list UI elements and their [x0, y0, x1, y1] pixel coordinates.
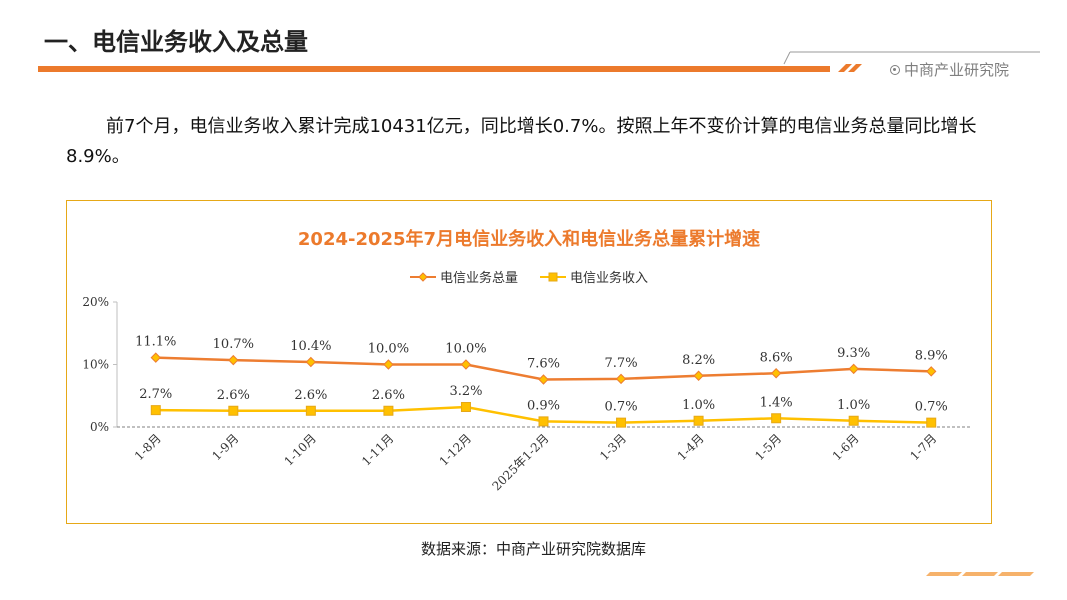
footer-stripe-3	[998, 572, 1034, 576]
footer-stripe-1	[926, 572, 962, 576]
header-stripe-1	[838, 64, 852, 72]
legend-square-line-icon	[540, 272, 566, 281]
header-decoration	[38, 51, 1040, 72]
brand-logo: 中商产业研究院	[889, 59, 1009, 80]
footer-stripe-2	[962, 572, 998, 576]
legend-item-revenue: 电信业务收入	[540, 267, 648, 286]
chart-frame: 2024-2025年7月电信业务收入和电信业务总量累计增速 电信业务总量 电信业…	[66, 200, 992, 524]
header-orange-bar	[38, 66, 830, 72]
chart-legend: 电信业务总量 电信业务收入	[67, 267, 991, 286]
legend-item-total: 电信业务总量	[409, 267, 518, 286]
header-stripe-2	[848, 64, 862, 72]
legend-label-total: 电信业务总量	[439, 271, 518, 286]
page-title: 一、电信业务收入及总量	[44, 28, 308, 56]
legend-label-revenue: 电信业务收入	[570, 271, 649, 286]
header-thin-diag	[783, 51, 791, 65]
summary-text: 前7个月，电信业务收入累计完成10431亿元，同比增长0.7%。按照上年不变价计…	[66, 116, 977, 167]
footer-decoration	[926, 572, 1034, 576]
data-source: 数据来源：中商产业研究院数据库	[420, 540, 646, 558]
chart-title: 2024-2025年7月电信业务收入和电信业务总量累计增速	[297, 229, 761, 250]
brand-name: 中商产业研究院	[903, 61, 1009, 79]
legend-diamond-line-icon	[409, 271, 436, 282]
target-icon	[889, 64, 900, 75]
